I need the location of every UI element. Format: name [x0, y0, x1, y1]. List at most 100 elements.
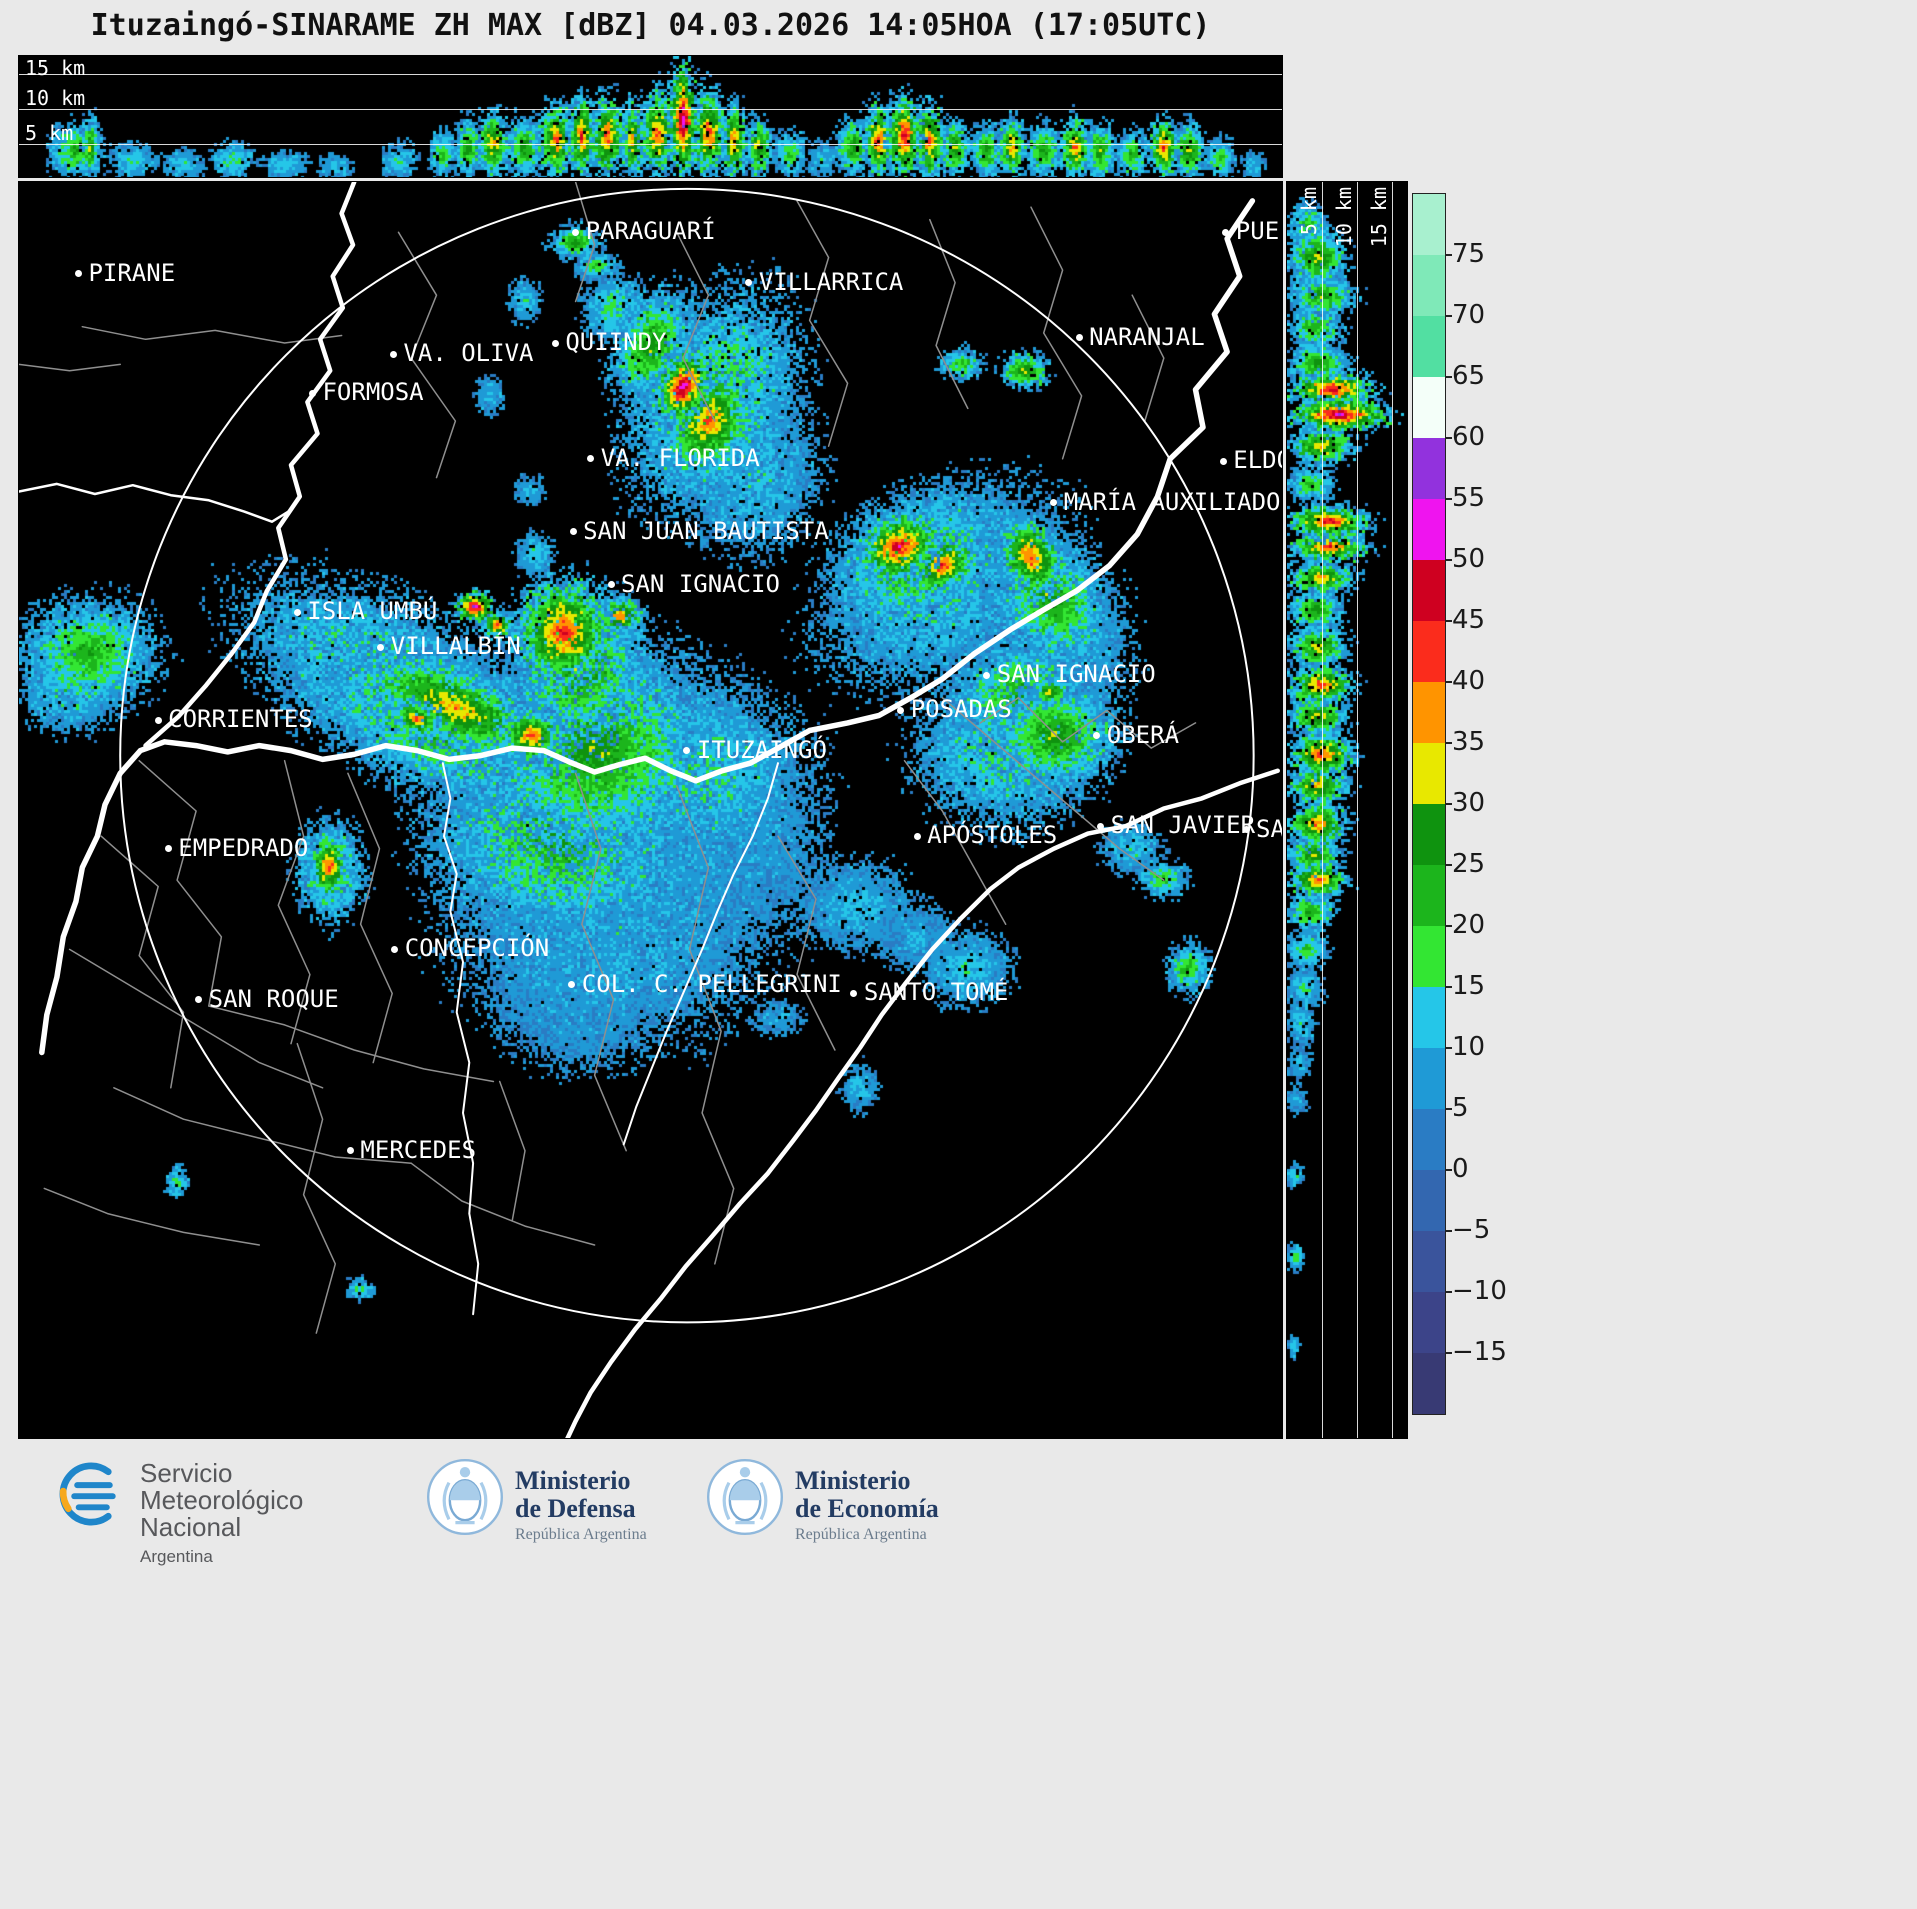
page-title: Ituzaingó-SINARAME ZH MAX [dBZ] 04.03.20… — [90, 8, 1211, 43]
right-cross-section-canvas — [1287, 182, 1407, 1438]
city-marker — [983, 671, 991, 679]
city-marker — [1219, 457, 1227, 465]
colorbar-tick-mark — [1445, 437, 1452, 439]
border-line — [277, 759, 311, 1045]
city-marker — [897, 706, 905, 714]
colorbar-tick-label: −5 — [1452, 1215, 1491, 1245]
smn-line3: Nacional — [140, 1512, 242, 1542]
colorbar-tick-label: 40 — [1452, 666, 1486, 696]
border-line — [43, 1187, 261, 1246]
colorbar-tick-mark — [1445, 742, 1452, 744]
colorbar-segment — [1413, 926, 1445, 987]
city-label: SAN IGNACIO — [996, 660, 1156, 689]
city-label: OBERÁ — [1106, 720, 1180, 749]
city-marker — [1242, 826, 1250, 834]
altitude-gridline — [1321, 182, 1323, 1438]
city-label: PUE — [1235, 217, 1280, 246]
colorbar-tick-label: 0 — [1452, 1154, 1469, 1184]
city-label: VA. FLORIDA — [600, 443, 760, 472]
city-marker — [568, 981, 576, 989]
city-marker — [1097, 822, 1105, 830]
border-line — [1030, 206, 1083, 460]
city-marker — [551, 339, 559, 347]
city-label: VILLALBÍN — [390, 632, 521, 661]
city-marker — [607, 581, 615, 589]
colorbar-tick-label: 20 — [1452, 910, 1486, 940]
colorbar-tick-mark — [1445, 986, 1452, 988]
colorbar-segment — [1413, 1353, 1445, 1414]
border-line — [347, 772, 393, 1064]
border-line — [979, 697, 1197, 749]
city-label: ITUZAINGÓ — [696, 735, 827, 764]
colorbar-segment — [1413, 804, 1445, 865]
city-label: COL. C. PELLEGRINI — [581, 969, 842, 998]
city-marker — [683, 747, 691, 755]
city-marker — [377, 643, 385, 651]
border-line — [777, 835, 836, 1051]
colorbar-tick-label: 15 — [1452, 971, 1486, 1001]
city-label: APÓSTOLES — [927, 821, 1058, 850]
city-marker — [572, 228, 580, 236]
altitude-gridline — [19, 143, 1282, 145]
city-label: SAN JAVIER — [1110, 810, 1256, 839]
altitude-tick-label: 5 km — [25, 120, 74, 145]
border-line — [138, 759, 223, 1007]
city-marker — [391, 945, 399, 953]
colorbar-tick-mark — [1445, 1169, 1452, 1171]
border-line — [81, 325, 343, 344]
altitude-tick-label: 10 km — [1331, 187, 1356, 248]
city-label: MARÍA AUXILIADO — [1063, 487, 1281, 516]
economia-line1: Ministerio — [795, 1466, 911, 1495]
city-label: MERCEDES — [360, 1135, 477, 1164]
colorbar-segment — [1413, 987, 1445, 1048]
city-marker — [587, 455, 595, 463]
map-overlay — [19, 182, 1280, 1438]
reflectivity-canvas — [19, 182, 1282, 1438]
colorbar-tick-mark — [1445, 620, 1452, 622]
colorbar-segment — [1413, 377, 1445, 438]
top-cross-section-canvas — [19, 56, 1282, 177]
colorbar-tick-label: 55 — [1452, 483, 1486, 513]
economia-emblem-icon — [707, 1459, 783, 1535]
city-label: SAN JUAN BAUTISTA — [583, 516, 829, 545]
border-line — [676, 785, 735, 1265]
colorbar-tick-mark — [1445, 681, 1452, 683]
river-line — [565, 768, 1280, 1438]
colorbar-segment — [1413, 1231, 1445, 1292]
city-marker — [293, 608, 301, 616]
colorbar-segment — [1413, 438, 1445, 499]
river-line — [143, 182, 357, 748]
colorbar-tick-mark — [1445, 315, 1452, 317]
colorbar-tick-label: 5 — [1452, 1093, 1469, 1123]
city-marker — [1050, 499, 1058, 507]
city-marker — [154, 716, 162, 724]
range-ring — [119, 187, 1255, 1324]
colorbar-tick-mark — [1445, 1230, 1452, 1232]
city-marker — [913, 832, 921, 840]
river-line — [622, 762, 779, 1146]
colorbar-tick-label: 10 — [1452, 1032, 1486, 1062]
altitude-gridline — [1391, 182, 1393, 1438]
city-label: CORRIENTES — [168, 705, 313, 734]
colorbar-tick-label: 65 — [1452, 361, 1486, 391]
colorbar-tick-mark — [1445, 864, 1452, 866]
colorbar-tick-label: 50 — [1452, 544, 1486, 574]
river-line — [19, 482, 290, 523]
colorbar-segment — [1413, 1170, 1445, 1231]
defensa-line2: de Defensa — [515, 1494, 636, 1523]
border-line — [574, 182, 596, 303]
city-label: SANTO TOMÉ — [863, 978, 1009, 1007]
altitude-gridline — [19, 108, 1282, 110]
colorbar-segment — [1413, 316, 1445, 377]
city-marker — [346, 1147, 354, 1155]
river-line — [441, 762, 480, 1316]
altitude-tick-label: 15 km — [25, 56, 86, 80]
border-line — [19, 363, 121, 372]
city-marker — [745, 279, 753, 287]
defensa-line3: República Argentina — [515, 1526, 647, 1543]
colorbar-segment — [1413, 194, 1445, 255]
smn-line2: Meteorológico — [140, 1485, 304, 1515]
city-marker — [569, 528, 577, 536]
border-line — [208, 1005, 495, 1083]
